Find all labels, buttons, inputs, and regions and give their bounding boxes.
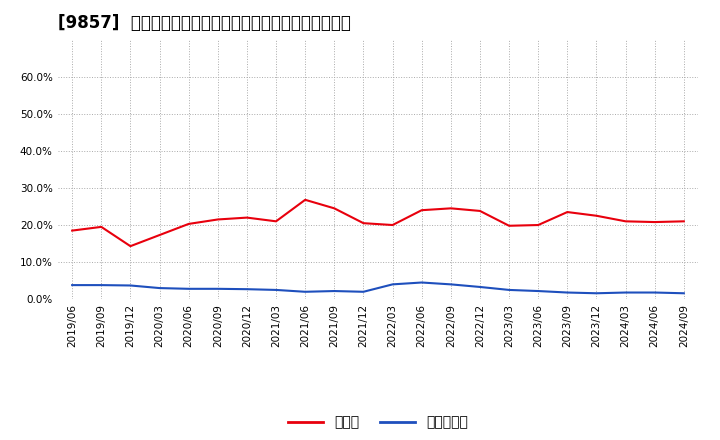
Text: [9857]  現須金、有利子負債の総資産に対する比率の推移: [9857] 現須金、有利子負債の総資産に対する比率の推移 — [58, 15, 351, 33]
Legend: 現須金, 有利子負債: 現須金, 有利子負債 — [283, 410, 473, 435]
